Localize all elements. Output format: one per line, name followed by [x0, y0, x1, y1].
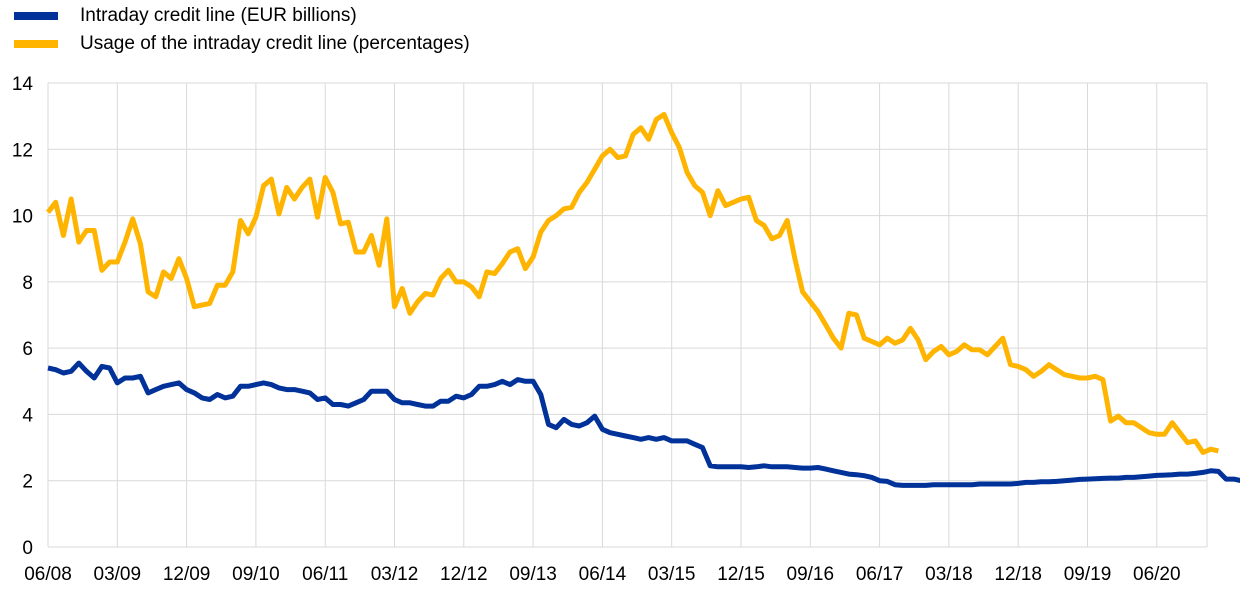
- x-tick-label: 12/09: [163, 564, 211, 585]
- legend-label-credit-line: Intraday credit line (EUR billions): [80, 5, 357, 26]
- y-tick-label: 6: [22, 339, 33, 360]
- y-tick-label: 14: [12, 74, 34, 95]
- x-tick-label: 06/17: [856, 564, 904, 585]
- x-tick-label: 09/13: [509, 564, 557, 585]
- series-line-credit-line: [47, 360, 1240, 488]
- x-tick-label: 06/08: [24, 564, 72, 585]
- y-tick-label: 4: [22, 405, 33, 426]
- y-axis: 0 2 4 6 8 10 12 14: [12, 74, 34, 559]
- legend-item-usage: Usage of the intraday credit line (perce…: [14, 30, 470, 58]
- y-tick-label: 8: [22, 273, 33, 294]
- x-tick-label: 09/16: [787, 564, 835, 585]
- x-tick-label: 06/20: [1133, 564, 1181, 585]
- x-tick-label: 12/18: [994, 564, 1042, 585]
- x-tick-label: 12/12: [440, 564, 488, 585]
- gridlines: [47, 82, 1208, 548]
- series-group: [46, 112, 1240, 488]
- legend: Intraday credit line (EUR billions) Usag…: [14, 2, 470, 58]
- y-tick-label: 2: [22, 472, 33, 493]
- x-tick-label: 12/15: [717, 564, 765, 585]
- x-tick-label: 09/10: [232, 564, 280, 585]
- x-tick-label: 06/14: [579, 564, 627, 585]
- legend-swatch-credit-line: [14, 12, 58, 20]
- legend-item-credit-line: Intraday credit line (EUR billions): [14, 2, 470, 30]
- y-tick-label: 12: [12, 140, 33, 161]
- x-tick-label: 03/15: [648, 564, 696, 585]
- series-line-usage: [46, 112, 1219, 455]
- legend-label-usage: Usage of the intraday credit line (perce…: [80, 33, 470, 54]
- y-tick-label: 0: [22, 538, 33, 559]
- legend-swatch-usage: [14, 40, 58, 48]
- x-tick-label: 03/09: [94, 564, 142, 585]
- x-tick-label: 03/12: [371, 564, 419, 585]
- x-axis: 06/08 03/09 12/09 09/10 06/11 03/12 12/12 09/13…: [24, 564, 1180, 585]
- x-tick-label: 06/11: [302, 564, 348, 585]
- x-tick-label: 09/19: [1064, 564, 1112, 585]
- x-tick-label: 03/18: [925, 564, 973, 585]
- y-tick-label: 10: [12, 207, 33, 228]
